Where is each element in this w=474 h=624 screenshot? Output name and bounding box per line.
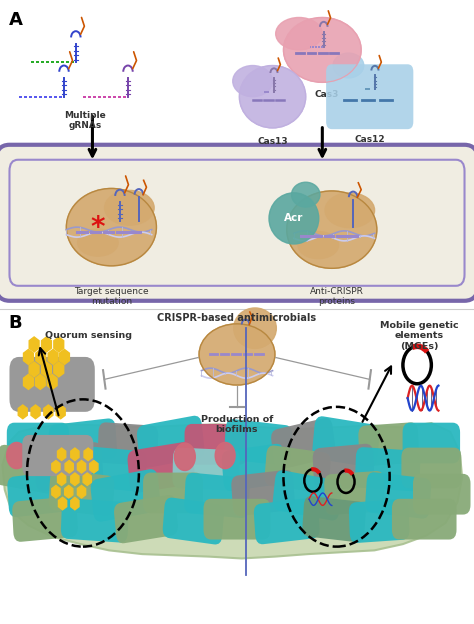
FancyBboxPatch shape bbox=[402, 422, 460, 464]
FancyBboxPatch shape bbox=[271, 418, 336, 469]
Ellipse shape bbox=[234, 308, 276, 348]
FancyBboxPatch shape bbox=[392, 499, 456, 540]
FancyBboxPatch shape bbox=[358, 422, 419, 466]
FancyBboxPatch shape bbox=[0, 445, 57, 494]
FancyBboxPatch shape bbox=[326, 64, 413, 129]
Ellipse shape bbox=[239, 66, 306, 128]
Ellipse shape bbox=[276, 17, 322, 50]
Ellipse shape bbox=[325, 193, 374, 228]
Ellipse shape bbox=[78, 229, 118, 256]
FancyBboxPatch shape bbox=[312, 416, 380, 467]
FancyBboxPatch shape bbox=[7, 422, 69, 464]
FancyBboxPatch shape bbox=[302, 496, 366, 542]
FancyBboxPatch shape bbox=[98, 422, 158, 466]
Ellipse shape bbox=[292, 182, 320, 207]
Ellipse shape bbox=[233, 66, 273, 97]
Text: Cas3: Cas3 bbox=[315, 90, 339, 99]
Text: Cas12: Cas12 bbox=[355, 135, 385, 144]
FancyBboxPatch shape bbox=[254, 498, 319, 544]
Ellipse shape bbox=[269, 193, 319, 244]
Text: Acr: Acr bbox=[284, 213, 303, 223]
FancyBboxPatch shape bbox=[143, 472, 203, 514]
FancyBboxPatch shape bbox=[128, 442, 195, 493]
FancyBboxPatch shape bbox=[222, 444, 285, 491]
FancyBboxPatch shape bbox=[231, 470, 295, 516]
FancyBboxPatch shape bbox=[184, 424, 247, 465]
FancyBboxPatch shape bbox=[324, 471, 385, 515]
Text: B: B bbox=[9, 314, 22, 333]
FancyBboxPatch shape bbox=[49, 470, 114, 516]
Ellipse shape bbox=[283, 17, 361, 82]
FancyBboxPatch shape bbox=[34, 442, 103, 491]
Text: CRISPR-based antimicrobials: CRISPR-based antimicrobials bbox=[157, 313, 317, 323]
Ellipse shape bbox=[298, 232, 338, 259]
Text: Mobile genetic
elements
(MGEs): Mobile genetic elements (MGEs) bbox=[380, 321, 459, 351]
Ellipse shape bbox=[199, 324, 275, 385]
FancyBboxPatch shape bbox=[91, 469, 161, 522]
Circle shape bbox=[174, 443, 195, 470]
Circle shape bbox=[7, 442, 27, 469]
FancyBboxPatch shape bbox=[12, 497, 78, 542]
FancyBboxPatch shape bbox=[224, 419, 292, 466]
Ellipse shape bbox=[287, 191, 377, 268]
Text: Cas13: Cas13 bbox=[257, 137, 288, 146]
FancyBboxPatch shape bbox=[137, 416, 204, 468]
FancyBboxPatch shape bbox=[264, 446, 331, 493]
FancyBboxPatch shape bbox=[8, 471, 68, 517]
FancyBboxPatch shape bbox=[114, 495, 178, 544]
FancyBboxPatch shape bbox=[22, 435, 93, 476]
Polygon shape bbox=[2, 423, 462, 558]
Text: Anti-CRISPR
proteins: Anti-CRISPR proteins bbox=[310, 287, 364, 306]
FancyBboxPatch shape bbox=[355, 447, 420, 491]
Ellipse shape bbox=[105, 190, 154, 225]
FancyBboxPatch shape bbox=[86, 447, 146, 492]
FancyBboxPatch shape bbox=[365, 472, 431, 519]
Text: Quorum sensing: Quorum sensing bbox=[45, 331, 132, 340]
Text: A: A bbox=[9, 11, 22, 29]
Text: Multiple
gRNAs: Multiple gRNAs bbox=[64, 111, 106, 130]
FancyBboxPatch shape bbox=[49, 419, 117, 465]
FancyBboxPatch shape bbox=[313, 444, 374, 491]
FancyBboxPatch shape bbox=[273, 470, 342, 520]
FancyBboxPatch shape bbox=[61, 498, 128, 543]
Text: *: * bbox=[91, 215, 105, 242]
FancyBboxPatch shape bbox=[0, 145, 474, 301]
FancyBboxPatch shape bbox=[184, 473, 250, 518]
Ellipse shape bbox=[66, 188, 156, 266]
FancyBboxPatch shape bbox=[349, 499, 410, 543]
FancyBboxPatch shape bbox=[9, 357, 95, 412]
FancyBboxPatch shape bbox=[413, 474, 471, 515]
Text: Target sequence
mutation: Target sequence mutation bbox=[74, 287, 149, 306]
FancyBboxPatch shape bbox=[163, 497, 224, 545]
FancyBboxPatch shape bbox=[203, 499, 271, 540]
FancyBboxPatch shape bbox=[401, 447, 461, 489]
Ellipse shape bbox=[333, 53, 364, 78]
FancyBboxPatch shape bbox=[173, 447, 240, 491]
Circle shape bbox=[215, 442, 235, 469]
Text: Production of
biofilms: Production of biofilms bbox=[201, 415, 273, 434]
